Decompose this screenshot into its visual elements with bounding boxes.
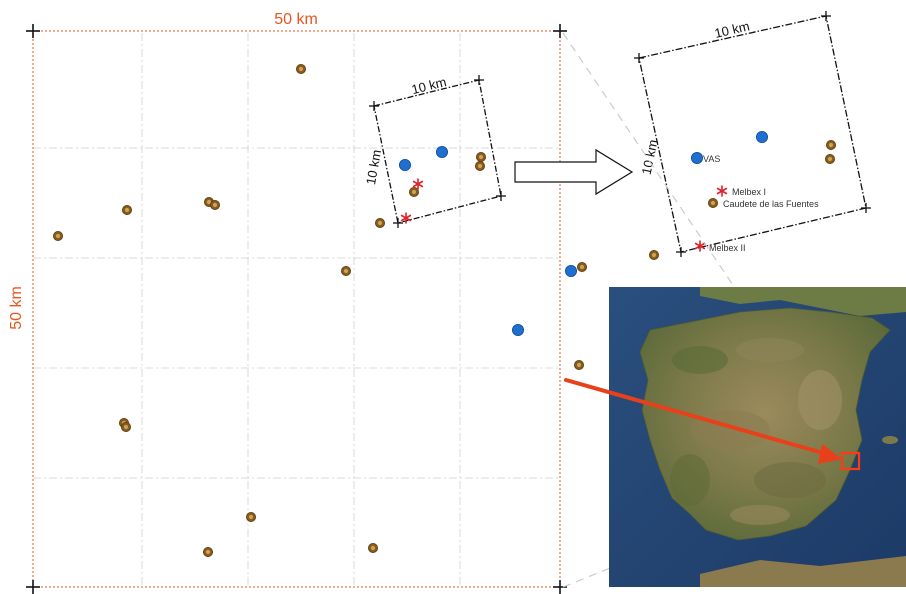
brown-station-marker <box>573 359 585 371</box>
blue-station-marker <box>756 130 768 144</box>
blue-station-marker <box>398 158 412 172</box>
corner-marks <box>26 24 567 594</box>
main-scale-frame <box>32 30 561 588</box>
brown-station-marker <box>340 265 352 277</box>
brown-station-marker <box>295 63 307 75</box>
brown-station-marker <box>475 151 487 163</box>
inset-width-label: 10 km <box>410 74 448 97</box>
satellite-inset <box>609 287 906 587</box>
brown-station-marker <box>121 204 133 216</box>
site-label-vas: VAS <box>703 154 720 164</box>
main-stations <box>52 63 588 558</box>
blue-station-marker <box>512 323 524 337</box>
main-height-label: 50 km <box>8 286 25 330</box>
site-label-melbex-1: Melbex I <box>732 187 766 197</box>
inset-height-label: 10 km <box>363 148 384 185</box>
red-station-marker <box>716 185 728 197</box>
red-station-marker <box>694 240 706 252</box>
zoom-map: 10 km 10 km VAS Melbex I Caudete de las … <box>634 11 871 261</box>
brown-station-marker <box>245 511 257 523</box>
blue-station-marker <box>435 145 449 159</box>
red-arrow-icon <box>564 378 842 464</box>
blue-station-marker <box>691 151 703 165</box>
brown-station-marker <box>576 261 588 273</box>
zoom-width-label: 10 km <box>713 18 751 41</box>
brown-station-marker <box>52 230 64 242</box>
brown-station-marker <box>707 197 719 209</box>
brown-station-marker <box>120 421 132 433</box>
brown-station-marker <box>209 199 221 211</box>
main-width-label: 50 km <box>274 11 318 28</box>
zoom-height-label: 10 km <box>639 138 661 176</box>
main-map: 50 km 50 km <box>8 11 588 594</box>
brown-station-marker <box>474 160 486 172</box>
brown-station-marker <box>367 542 379 554</box>
brown-station-marker <box>824 153 836 165</box>
brown-station-marker <box>374 217 386 229</box>
inset-box: 10 km 10 km <box>363 74 506 228</box>
brown-station-marker <box>202 546 214 558</box>
main-grid <box>33 33 560 588</box>
area-highlight <box>840 451 861 471</box>
site-label-melbex-2: Melbex II <box>709 243 746 253</box>
outline-arrow-icon <box>514 148 634 196</box>
brown-station-marker <box>825 139 837 151</box>
site-label-caudete: Caudete de las Fuentes <box>723 199 819 209</box>
brown-station-marker <box>648 249 660 261</box>
blue-station-marker <box>565 264 577 278</box>
